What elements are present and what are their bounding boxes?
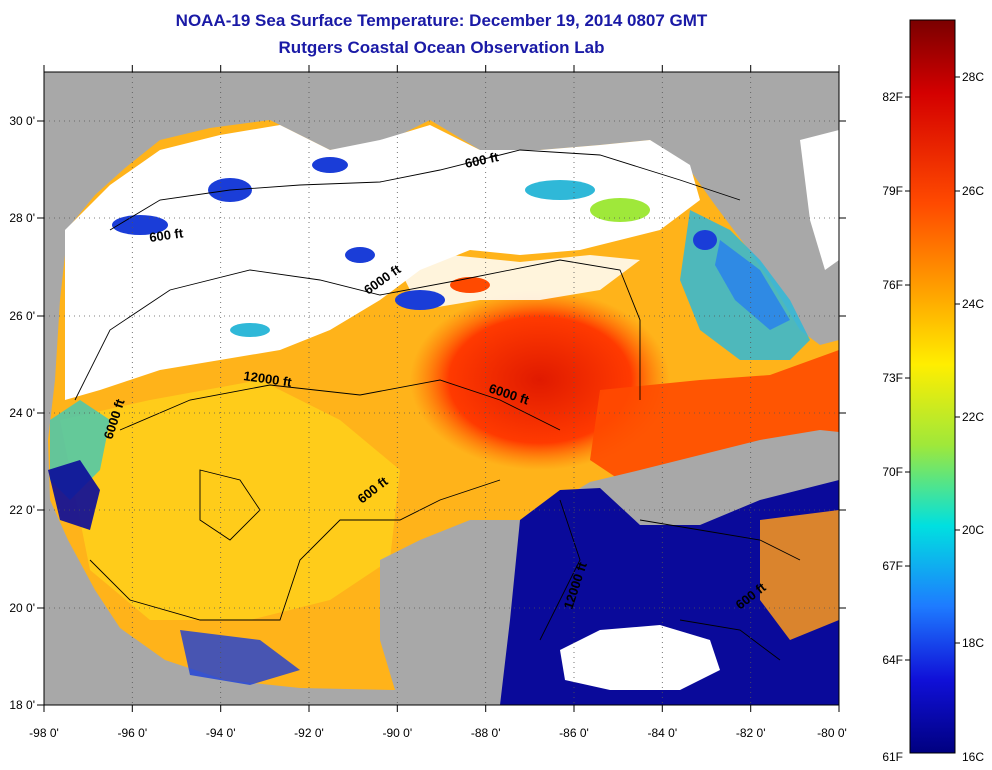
lat-label: 24 0' <box>9 406 35 420</box>
fahrenheit-label: 79F <box>882 184 903 198</box>
bathymetry-contours <box>74 149 801 661</box>
celsius-label: 22C <box>962 410 984 424</box>
longitude-labels: -98 0' -96 0' -94 0' -92 0' -90 0' -88 0… <box>29 726 847 740</box>
fahrenheit-label: 70F <box>882 465 903 479</box>
lat-label: 22 0' <box>9 503 35 517</box>
caribbean-white-cloud <box>560 625 720 690</box>
cuba-land <box>590 430 839 520</box>
lon-label: -80 0' <box>817 726 847 740</box>
latitude-labels: 30 0' 28 0' 26 0' 24 0' 22 0' 20 0' 18 0… <box>9 114 35 712</box>
lon-label: -88 0' <box>471 726 501 740</box>
lon-label: -94 0' <box>206 726 236 740</box>
fahrenheit-label: 64F <box>882 653 903 667</box>
lon-label: -86 0' <box>559 726 589 740</box>
fahrenheit-label: 76F <box>882 278 903 292</box>
graticule <box>44 72 839 705</box>
map-area: 600 ft 600 ft 6000 ft 12000 ft 6000 ft 6… <box>44 72 839 705</box>
fahrenheit-label: 82F <box>882 90 903 104</box>
map-title: NOAA-19 Sea Surface Temperature: Decembe… <box>175 11 708 30</box>
western-blue-cloud <box>48 460 100 530</box>
yucatan-land <box>380 520 540 690</box>
colorbar-fahrenheit-labels: 82F 79F 76F 73F 70F 67F 64F 61F <box>882 90 903 764</box>
fahrenheit-label: 73F <box>882 371 903 385</box>
celsius-label: 20C <box>962 523 984 537</box>
celsius-label: 26C <box>962 184 984 198</box>
colorbar-ticks <box>905 76 960 661</box>
fahrenheit-label: 67F <box>882 559 903 573</box>
lat-label: 20 0' <box>9 601 35 615</box>
caribbean-warm-patch <box>760 510 839 640</box>
lon-label: -96 0' <box>117 726 147 740</box>
lon-label: -82 0' <box>736 726 766 740</box>
western-shelf-warm <box>60 380 400 620</box>
lat-label: 18 0' <box>9 698 35 712</box>
map-frame <box>43 71 840 706</box>
lat-label: 28 0' <box>9 211 35 225</box>
temperature-colorbar <box>909 19 956 754</box>
contour-label-600ft-northwest: 600 ft <box>148 225 184 245</box>
celsius-label: 16C <box>962 750 984 764</box>
celsius-label: 18C <box>962 636 984 650</box>
lon-label: -90 0' <box>382 726 412 740</box>
frame-ticks <box>37 65 846 712</box>
contour-label-600ft-north: 600 ft <box>464 149 501 171</box>
lon-label: -84 0' <box>647 726 677 740</box>
florida-land-cloud <box>800 130 839 270</box>
florida-nearshore-cold <box>715 240 790 330</box>
lat-label: 30 0' <box>9 114 35 128</box>
mid-gulf-cloud <box>400 255 640 310</box>
celsius-label: 28C <box>962 70 984 84</box>
map-subtitle: Rutgers Coastal Ocean Observation Lab <box>278 38 605 57</box>
lon-label: -92 0' <box>294 726 324 740</box>
colorbar-celsius-labels: 28C 26C 24C 22C 20C 18C 16C <box>962 70 984 764</box>
contour-label-12000ft-west: 12000 ft <box>243 368 294 390</box>
lon-label: -98 0' <box>29 726 59 740</box>
bay-of-campeche-cloud <box>180 630 300 685</box>
fahrenheit-label: 61F <box>882 750 903 764</box>
celsius-label: 24C <box>962 297 984 311</box>
lat-label: 26 0' <box>9 309 35 323</box>
